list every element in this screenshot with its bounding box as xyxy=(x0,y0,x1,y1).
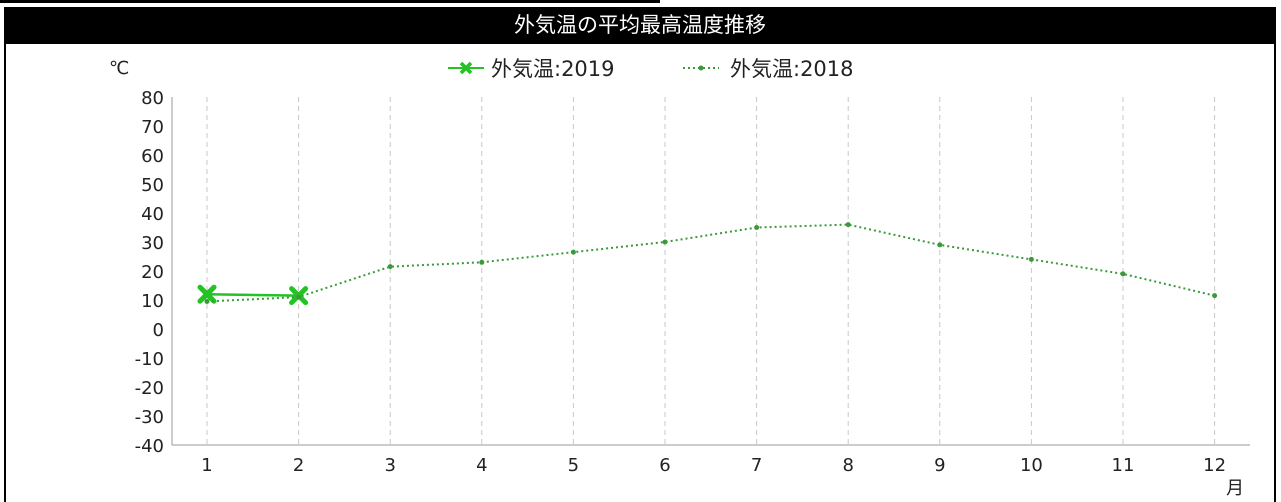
legend-label: 外気温:2018 xyxy=(730,57,854,81)
x-tick-labels: 1 2 3 4 5 6 7 8 9 10 11 12 xyxy=(201,455,1226,476)
series-line xyxy=(206,223,1215,303)
x-tick-label: 8 xyxy=(842,455,853,476)
data-point xyxy=(479,259,485,265)
y-tick-label: -20 xyxy=(135,378,164,399)
y-tick-label: -30 xyxy=(135,407,164,428)
y-tick-label: 0 xyxy=(153,320,164,341)
series-layer xyxy=(197,222,1218,306)
data-point xyxy=(937,242,943,248)
data-point xyxy=(387,264,393,270)
grid-lines xyxy=(206,97,1216,445)
data-point xyxy=(662,239,668,245)
data-point xyxy=(1212,293,1218,299)
data-point xyxy=(204,298,210,304)
data-point xyxy=(754,225,760,230)
x-tick-label: 4 xyxy=(476,455,487,476)
y-tick-label: 50 xyxy=(141,175,164,196)
y-tick-label: 70 xyxy=(141,117,164,138)
series-line xyxy=(206,292,299,297)
x-tick-label: 2 xyxy=(293,455,304,476)
series-1 xyxy=(204,222,1218,304)
chart-frame xyxy=(4,7,1276,502)
data-point xyxy=(1028,256,1034,262)
y-tick-label: 80 xyxy=(141,88,164,109)
legend-label: 外気温:2019 xyxy=(491,57,615,81)
x-tick-label: 1 xyxy=(201,455,212,476)
x-tick-label: 11 xyxy=(1112,455,1135,476)
x-tick-label: 7 xyxy=(751,455,762,476)
y-tick-label: 30 xyxy=(141,233,164,254)
x-tick-label: 3 xyxy=(384,455,395,476)
x-tick-label: 10 xyxy=(1020,455,1043,476)
x-tick-label: 5 xyxy=(568,455,579,476)
legend: 外気温:2019 外気温:2018 xyxy=(448,57,854,81)
y-tick-label: -40 xyxy=(135,436,164,457)
y-tick-labels: 80 70 60 50 40 30 20 10 0 -10 -20 -30 -40 xyxy=(135,88,164,457)
y-tick-label: 60 xyxy=(141,146,164,167)
y-axis-unit-label: ℃ xyxy=(109,58,129,79)
data-point xyxy=(570,249,576,255)
x-tick-label: 6 xyxy=(659,455,670,476)
data-point xyxy=(296,294,302,300)
y-tick-label: 20 xyxy=(141,262,164,283)
data-point xyxy=(1120,271,1126,277)
y-tick-label: 40 xyxy=(141,204,164,225)
top-divider-line xyxy=(0,0,660,3)
x-axis-unit-label: 月 xyxy=(1226,478,1244,499)
series-0 xyxy=(197,284,309,306)
chart-title: 外気温の平均最高温度推移 xyxy=(4,7,1276,44)
legend-marker xyxy=(698,65,704,71)
legend-item: 外気温:2019 xyxy=(448,57,615,81)
axes xyxy=(171,97,1250,446)
data-point-x-marker xyxy=(197,284,217,304)
y-tick-label: 10 xyxy=(141,291,164,312)
legend-item: 外気温:2018 xyxy=(683,57,854,81)
data-point xyxy=(845,222,851,228)
x-tick-label: 12 xyxy=(1203,455,1226,476)
y-tick-label: -10 xyxy=(135,349,164,370)
x-tick-label: 9 xyxy=(934,455,945,476)
